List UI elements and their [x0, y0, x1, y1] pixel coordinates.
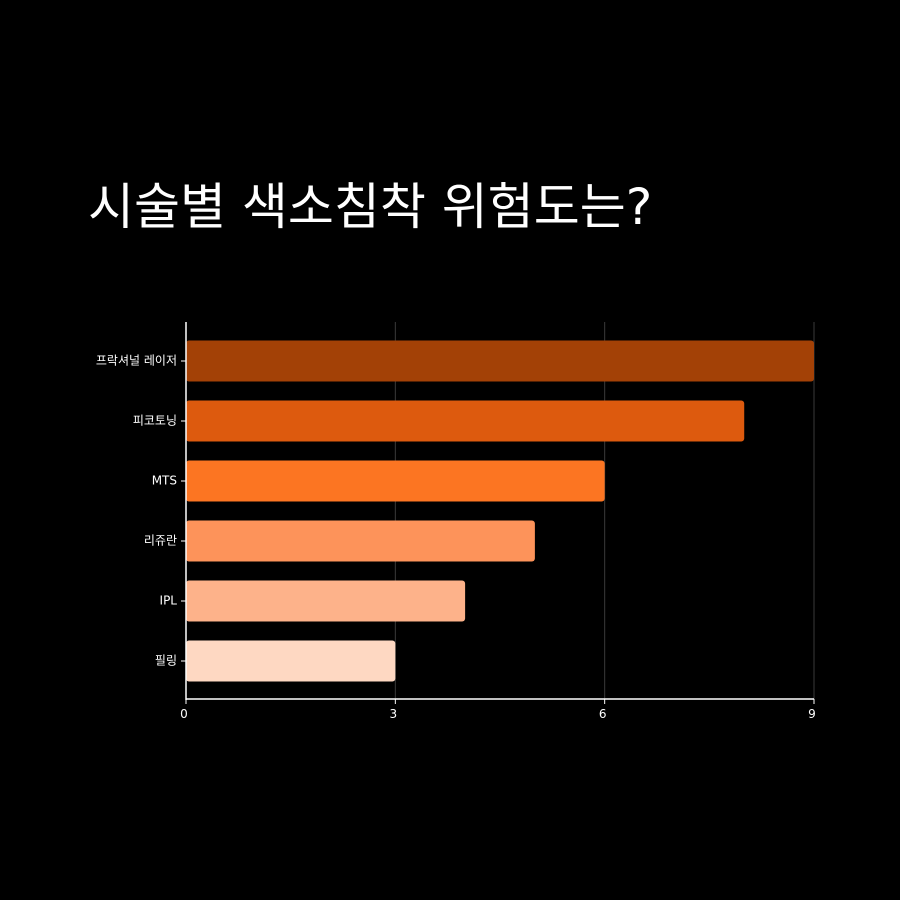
x-tick-label-1: 3: [390, 707, 398, 721]
category-label-0: 프락셔널 레이저: [96, 354, 177, 368]
axes: [181, 322, 815, 704]
bar-0: [186, 340, 814, 382]
chart-title: 시술별 색소침착 위험도는?: [88, 178, 653, 236]
x-tick-label-3: 9: [808, 707, 816, 721]
x-tick-labels: 0 3 6 9: [180, 707, 816, 721]
category-label-2: MTS: [152, 474, 177, 488]
x-tick-label-0: 0: [180, 707, 188, 721]
bar-4: [186, 580, 466, 622]
bar-5: [186, 640, 396, 682]
x-tick-label-2: 6: [599, 707, 607, 721]
bar-1: [186, 400, 745, 442]
category-label-5: 필링: [155, 654, 177, 668]
bar-3: [186, 520, 535, 562]
grid-lines: [394, 322, 815, 699]
category-label-3: 리쥬란: [144, 534, 177, 548]
bar-2: [186, 460, 605, 502]
bars: [186, 340, 814, 682]
category-label-1: 피코토닝: [133, 414, 177, 428]
category-label-4: IPL: [160, 594, 178, 608]
